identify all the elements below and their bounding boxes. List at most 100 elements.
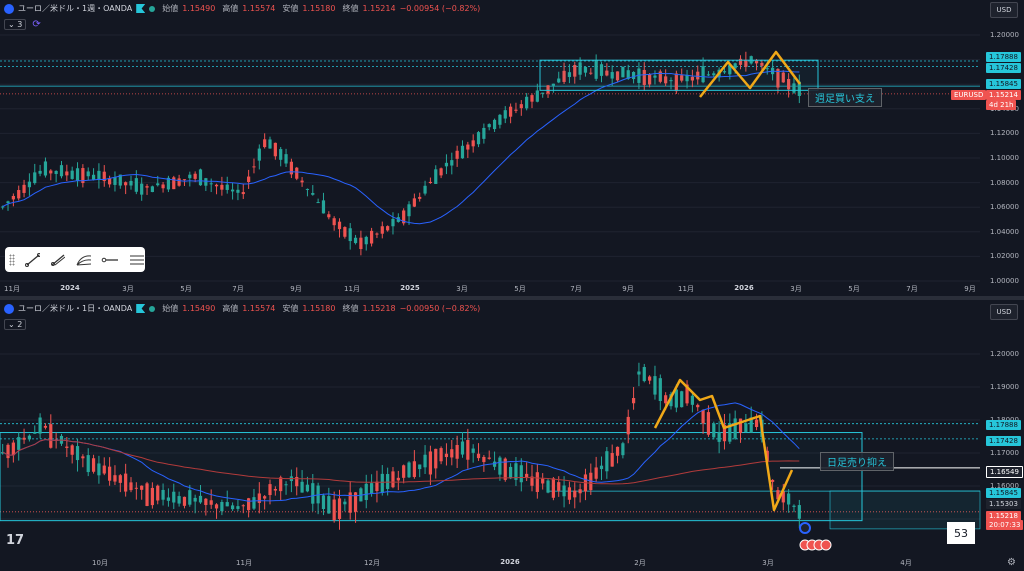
candle xyxy=(279,147,283,167)
candle xyxy=(70,444,74,464)
price-tick-label: 1.02000 xyxy=(990,252,1019,261)
candle-body xyxy=(172,177,176,190)
gear-icon[interactable]: ⚙ xyxy=(1007,557,1016,568)
pane-divider[interactable] xyxy=(0,296,1024,300)
candle xyxy=(787,73,791,98)
candle-body xyxy=(728,423,732,442)
ray-icon[interactable] xyxy=(50,253,65,267)
drawing-toolbar[interactable] xyxy=(5,247,145,272)
candle-body xyxy=(1,452,5,454)
candle-body xyxy=(241,192,245,195)
weekly-candle-chart[interactable] xyxy=(0,0,1024,296)
candle-body xyxy=(33,172,37,184)
candle xyxy=(594,456,598,482)
candle-body xyxy=(669,80,673,82)
candles xyxy=(1,51,801,256)
candle xyxy=(402,208,406,226)
candle-body xyxy=(279,477,283,492)
candle-body xyxy=(386,226,390,231)
candle xyxy=(263,133,267,149)
candle xyxy=(86,167,90,181)
weekly-support-label[interactable]: 週足買い支え xyxy=(808,88,882,107)
weekly-chart-pane[interactable]: ユーロ／米ドル・1週・OANDA 始値 1.15490 高値 1.15574 安値 1… xyxy=(0,0,1024,296)
tradingview-logo[interactable]: 17 xyxy=(6,533,25,548)
candle xyxy=(236,499,240,512)
currency-selector[interactable]: USD xyxy=(990,2,1018,18)
indicator-count[interactable]: ⌄ 2 xyxy=(4,319,27,330)
candle-body xyxy=(455,150,459,159)
market-open-icon xyxy=(149,5,156,12)
count-badge[interactable]: 53 xyxy=(947,522,975,544)
candle-body xyxy=(450,449,454,458)
daily-chart-pane[interactable]: ユーロ／米ドル・1日・OANDA 始値 1.15490 高値 1.15574 安値 1… xyxy=(0,300,1024,571)
candle-body xyxy=(664,76,668,84)
candle-body xyxy=(573,490,577,498)
candle-body xyxy=(701,66,705,83)
symbol-title[interactable]: ユーロ／米ドル・1日・OANDA xyxy=(18,304,133,313)
candle-body xyxy=(38,417,42,434)
horizontal-ray-icon[interactable] xyxy=(101,253,119,267)
candle xyxy=(91,454,96,474)
candle xyxy=(327,211,331,220)
daily-candle-chart[interactable] xyxy=(0,300,1024,571)
time-tick-label: 2026 xyxy=(500,558,520,566)
candle-body xyxy=(418,196,422,199)
candle-body xyxy=(610,72,614,79)
candle xyxy=(156,484,160,505)
candle-body xyxy=(728,64,732,75)
candle-body xyxy=(450,160,454,166)
candle-body xyxy=(343,501,347,505)
candle xyxy=(204,498,208,516)
candle-body xyxy=(75,446,80,461)
candle-body xyxy=(642,367,646,382)
candle-body xyxy=(172,491,176,503)
currency-selector[interactable]: USD xyxy=(990,304,1018,320)
candle xyxy=(305,188,310,197)
candle xyxy=(311,185,315,196)
candle-body xyxy=(412,198,416,207)
candle-body xyxy=(70,445,74,455)
candle-body xyxy=(792,505,796,507)
candle-body xyxy=(332,499,336,521)
candle-body xyxy=(546,85,550,94)
candle-body xyxy=(631,398,636,404)
time-tick-label: 7月 xyxy=(570,285,582,293)
indicator-toggle[interactable]: ⌄ 3 ⟳ xyxy=(4,19,41,30)
candle-body xyxy=(22,437,26,440)
time-tick-label: 3月 xyxy=(122,285,134,293)
candle-body xyxy=(273,142,277,157)
replay-icon[interactable]: ⟳ xyxy=(32,19,41,30)
candle-body xyxy=(177,178,181,186)
candle-body xyxy=(140,183,144,195)
candle-body xyxy=(198,495,203,503)
candle xyxy=(599,456,604,481)
indicator-count[interactable]: ⌄ 3 xyxy=(4,19,27,30)
candle xyxy=(680,68,684,83)
daily-resistance-label[interactable]: 日足売り抑え xyxy=(820,452,894,471)
price-tag-1: 1.17888 xyxy=(986,420,1021,430)
candle-body xyxy=(156,485,160,501)
candle-body xyxy=(744,423,748,432)
pitchfork-icon[interactable] xyxy=(75,253,92,267)
time-tick-label: 11月 xyxy=(678,285,694,293)
close-label: 終値 xyxy=(342,304,359,313)
candle-body xyxy=(145,483,149,506)
indicator-toggle[interactable]: ⌄ 2 xyxy=(4,319,27,330)
market-open-icon xyxy=(149,305,156,312)
candle xyxy=(487,450,491,460)
high-value: 1.15574 xyxy=(242,304,276,313)
candle-body xyxy=(712,423,716,438)
candle xyxy=(706,405,711,437)
trend-line-icon[interactable] xyxy=(24,252,40,267)
candle-body xyxy=(156,183,160,186)
parallel-lines-icon[interactable] xyxy=(128,253,145,267)
candle xyxy=(353,234,358,245)
candle xyxy=(551,83,555,93)
low-value: 1.15180 xyxy=(302,304,336,313)
euro-flag-icon xyxy=(4,3,14,14)
symbol-title[interactable]: ユーロ／米ドル・1週・OANDA xyxy=(18,4,133,13)
drag-handle[interactable] xyxy=(9,253,15,266)
candle-body xyxy=(439,448,443,462)
candle xyxy=(455,435,459,468)
candle-body xyxy=(439,168,443,176)
